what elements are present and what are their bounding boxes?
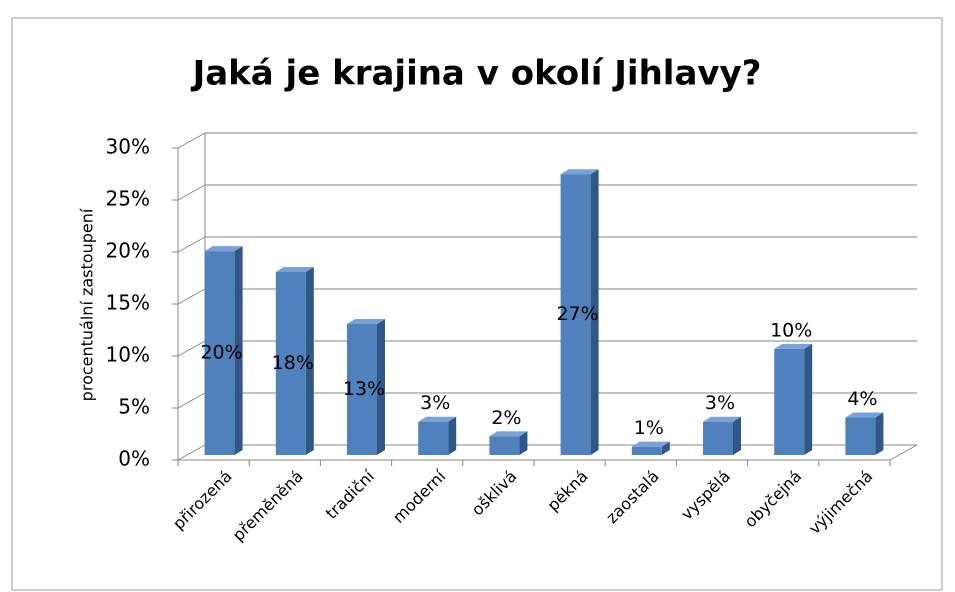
y-tick-label: 30%: [106, 135, 150, 159]
bar-side: [590, 169, 599, 455]
y-axis-title: procentuální zastoupení: [78, 208, 97, 401]
bar-top: [275, 266, 314, 272]
chart-frame: [11, 17, 943, 591]
bar-top: [560, 169, 599, 175]
bar-side: [305, 266, 314, 455]
grid-side: [177, 184, 206, 201]
bar-side: [377, 318, 385, 455]
bar: [703, 421, 733, 455]
bar-top: [845, 412, 884, 418]
bar: [489, 436, 520, 455]
bar: [845, 417, 876, 455]
floor-right: [889, 444, 918, 461]
bar: [774, 348, 805, 455]
chart-title: Jaká je krajina v okolí Jihlavy?: [191, 54, 762, 94]
grid-side: [177, 132, 206, 149]
grid-side: [177, 288, 206, 305]
value-label: 2%: [491, 407, 521, 429]
value-label: 4%: [847, 388, 877, 410]
bar: [347, 323, 377, 455]
bar: [631, 446, 662, 455]
value-label: 27%: [556, 303, 598, 325]
grid-side: [177, 236, 206, 253]
bar: [418, 421, 449, 455]
grid-side: [177, 340, 206, 357]
y-tick-label: 25%: [106, 187, 150, 211]
value-label: 1%: [634, 417, 664, 439]
y-tick-label: 5%: [118, 395, 150, 419]
y-tick-label: 10%: [106, 343, 150, 367]
bar-side: [661, 441, 670, 455]
bar-side: [234, 246, 243, 455]
value-label: 18%: [272, 352, 314, 374]
bar-top: [418, 416, 457, 422]
value-label: 3%: [705, 392, 735, 414]
grid-side: [177, 392, 206, 409]
bar-side: [519, 431, 528, 455]
y-tick-label: 20%: [106, 239, 150, 263]
bar: [275, 271, 306, 455]
bar-top: [489, 431, 528, 437]
bar: [560, 174, 591, 455]
value-label: 10%: [770, 319, 812, 341]
y-tick-label: 0%: [118, 447, 150, 471]
y-tick-label: 15%: [106, 291, 150, 315]
bar-side: [804, 343, 813, 455]
bar-top: [774, 343, 813, 349]
grid-side: [177, 444, 206, 461]
bar-top: [703, 416, 741, 422]
bar: [204, 251, 235, 455]
value-label: 3%: [420, 392, 450, 414]
bar-top: [204, 246, 243, 252]
bar-side: [733, 416, 741, 455]
bar-side: [875, 412, 884, 455]
bar-top: [347, 318, 385, 324]
value-label: 20%: [200, 342, 242, 364]
bar-side: [448, 416, 457, 455]
value-label: 13%: [343, 378, 385, 400]
bar-top: [631, 441, 670, 447]
